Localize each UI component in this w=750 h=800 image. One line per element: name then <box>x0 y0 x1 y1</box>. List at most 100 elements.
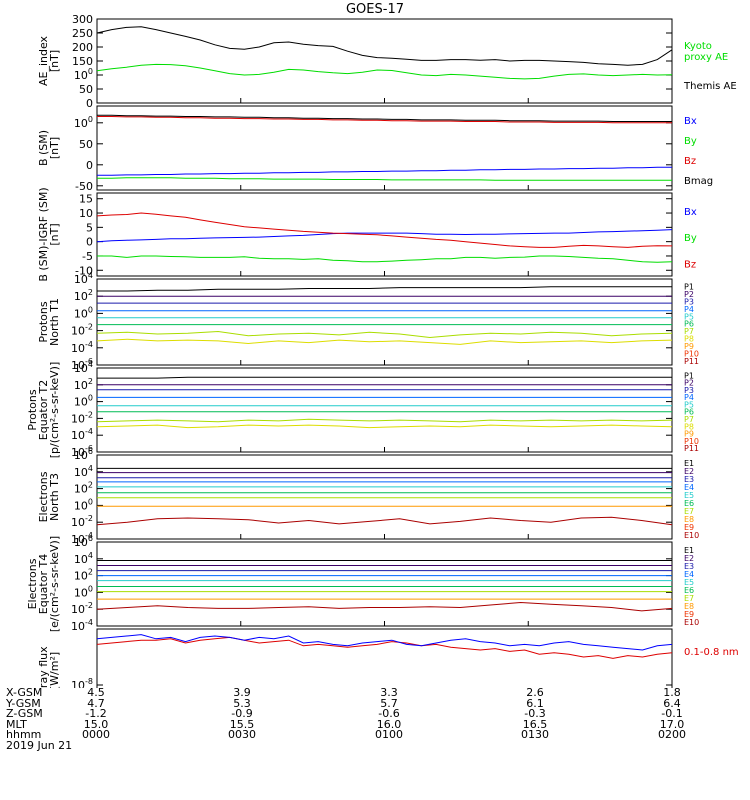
panel-frame <box>96 105 673 191</box>
legend-entry: P6 <box>684 320 694 329</box>
series-line <box>96 26 673 66</box>
y-tick-label: 102 <box>74 377 93 392</box>
panel-frame <box>96 18 673 104</box>
y-tick-label: 10-4 <box>71 531 93 546</box>
legend-entry: P5 <box>684 400 694 409</box>
legend-entry: P1 <box>684 282 694 291</box>
ephemeris-footer: X-GSM Y-GSM Z-GSM MLT hhmm 2019 Jun 21 4… <box>0 686 750 798</box>
y-tick-label: 0 <box>86 97 93 110</box>
y-tick-label: -50 <box>75 180 93 193</box>
legend-entry: P11 <box>684 444 699 453</box>
footer-time: 0000 <box>82 728 110 742</box>
legend-entry: Bmag <box>684 176 713 187</box>
footer-z: -0.9 <box>231 707 253 721</box>
footer-y: 6.4 <box>663 696 681 710</box>
y-tick-label: 10-6 <box>71 444 93 459</box>
series-line <box>97 376 672 379</box>
y-tick-label: 100 <box>74 67 93 82</box>
y-tick-label: 0 <box>86 159 93 172</box>
legend-entry: E2 <box>684 554 694 563</box>
y-tick-label: 50 <box>79 83 93 96</box>
y-tick-label: 102 <box>74 481 93 496</box>
y-tick-label: 200 <box>72 41 93 54</box>
y-axis-label: AE_index[nT] <box>37 35 61 86</box>
y-tick-label: -5 <box>82 250 93 263</box>
y-tick-label: 10-2 <box>71 323 93 338</box>
legend-entry: By <box>684 136 697 147</box>
series-line <box>96 418 673 423</box>
y-tick-label: 150 <box>72 55 93 68</box>
footer-col-3: 2.6 6.1 -0.3 16.5 0130 <box>505 687 565 742</box>
footer-y: 5.7 <box>380 696 398 710</box>
y-tick-label: 10-2 <box>71 410 93 425</box>
legend-entry: E6 <box>684 586 694 595</box>
y-tick-label: 250 <box>72 27 93 40</box>
y-tick-label: 10-8 <box>71 677 93 688</box>
y-axis-label: B (SM)[nT] <box>37 130 61 166</box>
y-tick-label: 102 <box>74 568 93 583</box>
legend-entry: P3 <box>684 386 694 395</box>
panel-frame <box>96 192 673 277</box>
series-line <box>97 114 672 122</box>
footer-x: 3.9 <box>233 686 251 699</box>
legend-entry: E7 <box>684 507 694 516</box>
y-tick-label: 106 <box>74 447 93 462</box>
footer-col-0: 4.5 4.7 -1.2 15.0 0000 <box>66 687 126 742</box>
legend-entry: E8 <box>684 515 694 524</box>
y-tick-label: 10-4 <box>71 618 93 633</box>
footer-date: 2019 Jun 21 <box>6 739 73 752</box>
panel-frame <box>96 628 673 688</box>
legend-entry: Bx <box>684 116 697 127</box>
legend-entry: E5 <box>684 491 694 500</box>
y-axis-label: Xray flux[W/m²] <box>37 646 61 688</box>
legend-entry: P7 <box>684 415 694 424</box>
series-line <box>96 212 673 248</box>
legend-entry: Themis AE <box>683 81 737 92</box>
legend-entry: E9 <box>684 610 694 619</box>
y-tick-label: 100 <box>74 584 93 599</box>
footer-mlt: 16.0 <box>376 717 402 731</box>
series-line <box>96 330 673 339</box>
legend-entry: P9 <box>684 342 694 351</box>
legend-entry: Bx <box>684 207 697 218</box>
footer-x: 3.3 <box>380 686 398 699</box>
series-line <box>97 255 673 263</box>
y-tick-label: 15 <box>79 193 93 206</box>
footer-mlt: 17.0 <box>659 717 685 731</box>
legend-entry: Bz <box>684 259 696 270</box>
y-tick-label: 50 <box>79 138 93 151</box>
legend-entry: E9 <box>684 523 694 532</box>
footer-y: 6.1 <box>526 696 544 710</box>
y-axis-label: ProtonsEquator T2[p/(cm²-s-sr-keV)] <box>26 362 61 459</box>
footer-z: -1.2 <box>85 707 107 721</box>
y-tick-label: 104 <box>74 464 93 479</box>
legend-entry: P10 <box>684 437 699 446</box>
legend-entry: E3 <box>684 475 694 484</box>
y-tick-label: 10-4 <box>71 427 93 442</box>
y-axis-label: ElectronsEquator T4[e/(cm²-s-sr-keV)] <box>26 536 61 632</box>
legend-entry: P6 <box>684 408 694 417</box>
legend-entry: E8 <box>684 602 694 611</box>
footer-z: -0.1 <box>661 707 683 721</box>
y-tick-label: 10-2 <box>71 514 93 529</box>
footer-time: 0130 <box>521 728 549 742</box>
footer-mlt: 16.5 <box>522 717 548 731</box>
legend-entry: P1 <box>684 371 694 380</box>
legend-entry: E4 <box>684 570 694 579</box>
footer-col-2: 3.3 5.7 -0.6 16.0 0100 <box>359 686 419 742</box>
footer-label-xgsm: X-GSM <box>6 686 43 699</box>
legend-entry: P4 <box>684 393 694 402</box>
y-tick-label: 106 <box>74 534 93 549</box>
y-tick-label: 102 <box>74 288 93 303</box>
series-line <box>97 166 672 176</box>
legend-entry: E6 <box>684 499 694 508</box>
y-axis-label: ElectronsNorth T3 <box>37 471 61 522</box>
legend-entry: P4 <box>684 305 694 314</box>
legend-entry: E4 <box>684 483 694 492</box>
footer-time: 0100 <box>375 728 403 742</box>
legend-entry: E3 <box>684 562 694 571</box>
